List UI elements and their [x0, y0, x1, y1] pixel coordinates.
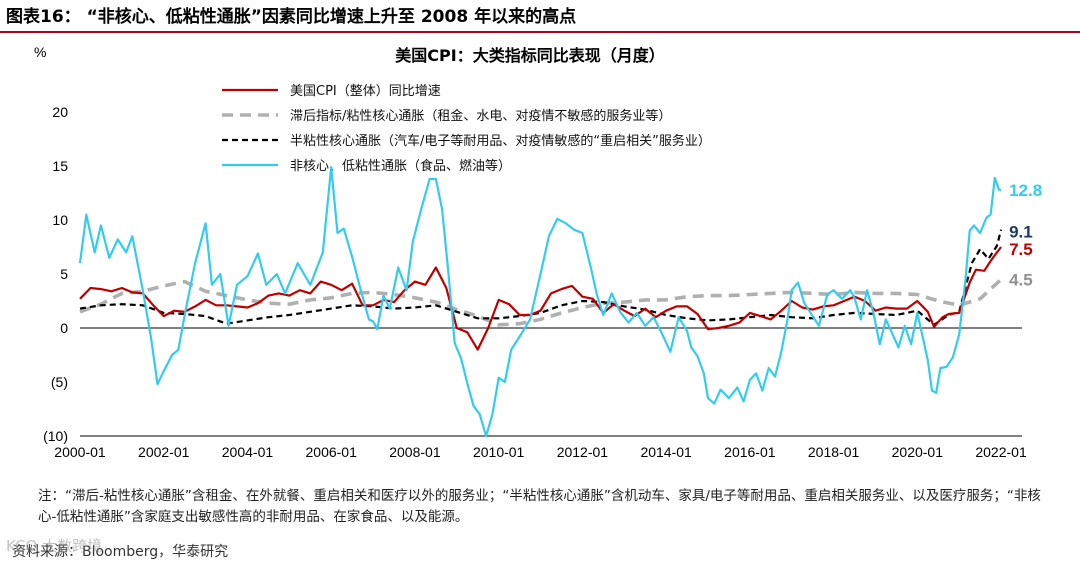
figure-title: 图表16： “非核心、低粘性通胀”因素同比增速上升至 2008 年以来的高点	[6, 7, 577, 27]
y-tick-label: (10)	[43, 428, 68, 444]
y-tick-label: 5	[60, 266, 68, 282]
x-tick-label: 2018-01	[808, 444, 860, 460]
y-tick-label: 10	[52, 212, 68, 228]
series-layer	[78, 166, 1003, 438]
cpi-line-chart: 美国CPI：大类指标同比表现（月度） % 美国CPI（整体）同比增速滞后指标/粘…	[34, 44, 1042, 460]
x-tick-label: 2012-01	[557, 444, 609, 460]
series-line-semi	[79, 229, 1003, 326]
series-line-lagging	[79, 278, 1003, 327]
chart-legend: 美国CPI（整体）同比增速滞后指标/粘性核心通胀（租金、水电、对疫情不敏感的服务…	[222, 84, 711, 174]
x-tick-label: 2016-01	[724, 444, 776, 460]
legend-label-lagging: 滞后指标/粘性核心通胀（租金、水电、对疫情不敏感的服务业等）	[290, 108, 671, 124]
end-value-label-lagging: 4.5	[1009, 270, 1033, 289]
y-tick-label: 15	[52, 158, 68, 174]
x-tick-label: 2014-01	[640, 444, 692, 460]
x-tick-label: 2010-01	[473, 444, 525, 460]
watermark-text: KCO 大数跨境	[6, 537, 103, 555]
data-source: 资料来源：Bloomberg，华泰研究	[12, 544, 229, 560]
series-line-cpi	[79, 246, 1002, 351]
y-tick-label: (5)	[51, 374, 68, 390]
end-value-label-cpi: 7.5	[1009, 240, 1033, 259]
title-rule	[0, 31, 1080, 33]
x-tick-label: 2002-01	[138, 444, 190, 460]
legend-label-noncore: 非核心、低粘性通胀（食品、燃油等）	[290, 158, 511, 174]
end-labels: 7.5 4.5 9.1 12.8	[1009, 181, 1042, 290]
chart-axes: 20 15 10 5 0 (5) (10)2000-01 2002-01 2004-01 2006…	[43, 104, 1027, 460]
x-tick-label: 2022-01	[975, 444, 1027, 460]
x-tick-label: 2006-01	[306, 444, 358, 460]
x-tick-label: 2004-01	[222, 444, 274, 460]
end-value-label-noncore: 12.8	[1009, 181, 1042, 200]
end-value-label-semi: 9.1	[1009, 223, 1033, 242]
series-line-noncore	[78, 166, 1002, 438]
x-tick-label: 2000-01	[54, 444, 106, 460]
chart-footnote: 注：“滞后-粘性核心通胀”含租金、在外就餐、重启相关和医疗以外的服务业；“半粘性…	[38, 488, 1041, 525]
y-tick-label: 0	[60, 320, 68, 336]
y-tick-label: 20	[52, 104, 68, 120]
legend-label-semi: 半粘性核心通胀（汽车/电子等耐用品、对疫情敏感的“重启相关”服务业）	[290, 133, 711, 149]
x-tick-label: 2008-01	[389, 444, 441, 460]
x-tick-label: 2020-01	[892, 444, 944, 460]
y-axis-unit-label: %	[34, 44, 46, 60]
chart-title: 美国CPI：大类指标同比表现（月度）	[395, 46, 664, 65]
legend-label-cpi: 美国CPI（整体）同比增速	[290, 84, 441, 99]
